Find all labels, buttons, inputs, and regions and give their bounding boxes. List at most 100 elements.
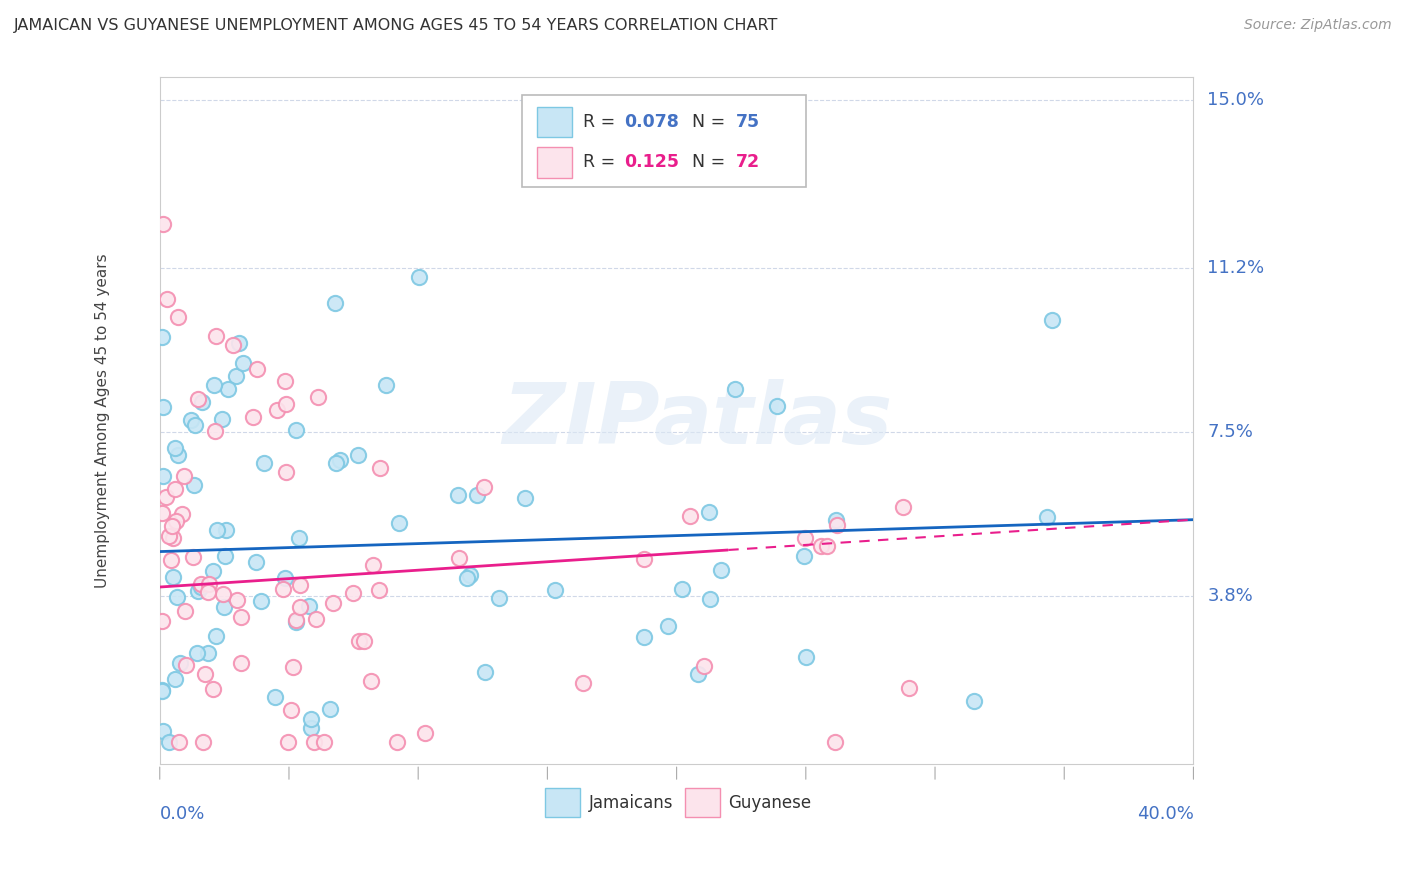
Point bbox=[191, 394, 214, 409]
Point bbox=[186, 392, 208, 407]
Point bbox=[571, 676, 593, 690]
Text: Jamaicans: Jamaicans bbox=[589, 794, 673, 812]
Point bbox=[152, 400, 174, 414]
Text: N =: N = bbox=[681, 153, 731, 171]
Point bbox=[368, 583, 391, 598]
Point bbox=[699, 591, 721, 606]
Point bbox=[266, 402, 288, 417]
Point bbox=[413, 726, 436, 740]
Point bbox=[824, 735, 846, 749]
Point bbox=[162, 519, 184, 533]
Point bbox=[163, 482, 186, 496]
Point bbox=[150, 506, 173, 520]
Point bbox=[898, 681, 921, 695]
Point bbox=[225, 369, 247, 384]
Point bbox=[280, 703, 302, 717]
Point bbox=[163, 441, 186, 455]
Text: N =: N = bbox=[681, 113, 731, 131]
Point bbox=[186, 647, 208, 661]
Point bbox=[242, 409, 264, 424]
FancyBboxPatch shape bbox=[546, 789, 581, 817]
Point bbox=[232, 356, 254, 370]
Point bbox=[180, 413, 202, 427]
Point bbox=[633, 630, 655, 644]
Point bbox=[211, 412, 233, 426]
Point bbox=[150, 683, 173, 698]
Point bbox=[157, 529, 180, 543]
Point bbox=[810, 539, 832, 553]
Point bbox=[342, 586, 364, 600]
Point bbox=[792, 549, 814, 563]
Point bbox=[456, 571, 478, 585]
Point bbox=[174, 604, 197, 618]
Point bbox=[281, 659, 304, 673]
Point bbox=[150, 330, 173, 344]
Point bbox=[197, 585, 219, 599]
Point bbox=[794, 650, 817, 665]
Point bbox=[307, 390, 329, 404]
Point bbox=[688, 667, 710, 681]
Text: 11.2%: 11.2% bbox=[1208, 259, 1264, 277]
Text: 75: 75 bbox=[735, 113, 759, 131]
Point bbox=[169, 656, 191, 670]
Point bbox=[323, 295, 346, 310]
Text: 0.0%: 0.0% bbox=[160, 805, 205, 823]
Point bbox=[156, 292, 179, 306]
Point bbox=[173, 468, 195, 483]
Text: R =: R = bbox=[582, 113, 620, 131]
Point bbox=[229, 657, 252, 671]
Text: Source: ZipAtlas.com: Source: ZipAtlas.com bbox=[1244, 18, 1392, 32]
Point bbox=[212, 599, 235, 614]
Text: 15.0%: 15.0% bbox=[1208, 91, 1264, 109]
Point bbox=[277, 735, 299, 749]
Point bbox=[274, 571, 297, 585]
Point bbox=[174, 657, 197, 672]
Point bbox=[198, 577, 221, 591]
Point bbox=[190, 577, 212, 591]
Point bbox=[167, 448, 190, 462]
Point bbox=[221, 338, 243, 352]
Point bbox=[408, 269, 430, 284]
Point bbox=[187, 583, 209, 598]
Point bbox=[314, 735, 336, 749]
Point bbox=[302, 735, 325, 749]
Point bbox=[346, 448, 368, 462]
Point bbox=[284, 613, 307, 627]
Point bbox=[710, 563, 733, 577]
Point bbox=[1035, 509, 1057, 524]
Point bbox=[214, 549, 236, 563]
Text: JAMAICAN VS GUYANESE UNEMPLOYMENT AMONG AGES 45 TO 54 YEARS CORRELATION CHART: JAMAICAN VS GUYANESE UNEMPLOYMENT AMONG … bbox=[14, 18, 779, 33]
Point bbox=[217, 382, 239, 396]
Point bbox=[724, 383, 747, 397]
Text: 3.8%: 3.8% bbox=[1208, 587, 1253, 605]
Point bbox=[190, 580, 212, 594]
Point bbox=[288, 599, 311, 614]
Point bbox=[305, 612, 328, 626]
Point bbox=[205, 328, 228, 343]
Point bbox=[194, 667, 217, 681]
Point bbox=[204, 424, 226, 438]
Point bbox=[298, 599, 321, 613]
Point bbox=[169, 735, 191, 749]
FancyBboxPatch shape bbox=[537, 147, 572, 178]
Point bbox=[214, 524, 236, 538]
Point bbox=[288, 531, 311, 545]
Text: Unemployment Among Ages 45 to 54 years: Unemployment Among Ages 45 to 54 years bbox=[96, 253, 111, 588]
Text: ZIPatlas: ZIPatlas bbox=[502, 379, 893, 462]
Point bbox=[633, 551, 655, 566]
Point bbox=[150, 614, 173, 628]
Point bbox=[165, 515, 187, 529]
Point bbox=[197, 646, 219, 660]
Point bbox=[766, 399, 789, 413]
Point bbox=[226, 593, 249, 607]
Point bbox=[794, 531, 817, 545]
Point bbox=[229, 610, 252, 624]
Point bbox=[387, 735, 409, 749]
Point bbox=[246, 362, 269, 376]
Point bbox=[472, 480, 495, 494]
Point bbox=[155, 490, 177, 504]
Point bbox=[347, 633, 370, 648]
Point bbox=[152, 468, 174, 483]
Point bbox=[361, 558, 384, 572]
Point bbox=[488, 591, 510, 606]
